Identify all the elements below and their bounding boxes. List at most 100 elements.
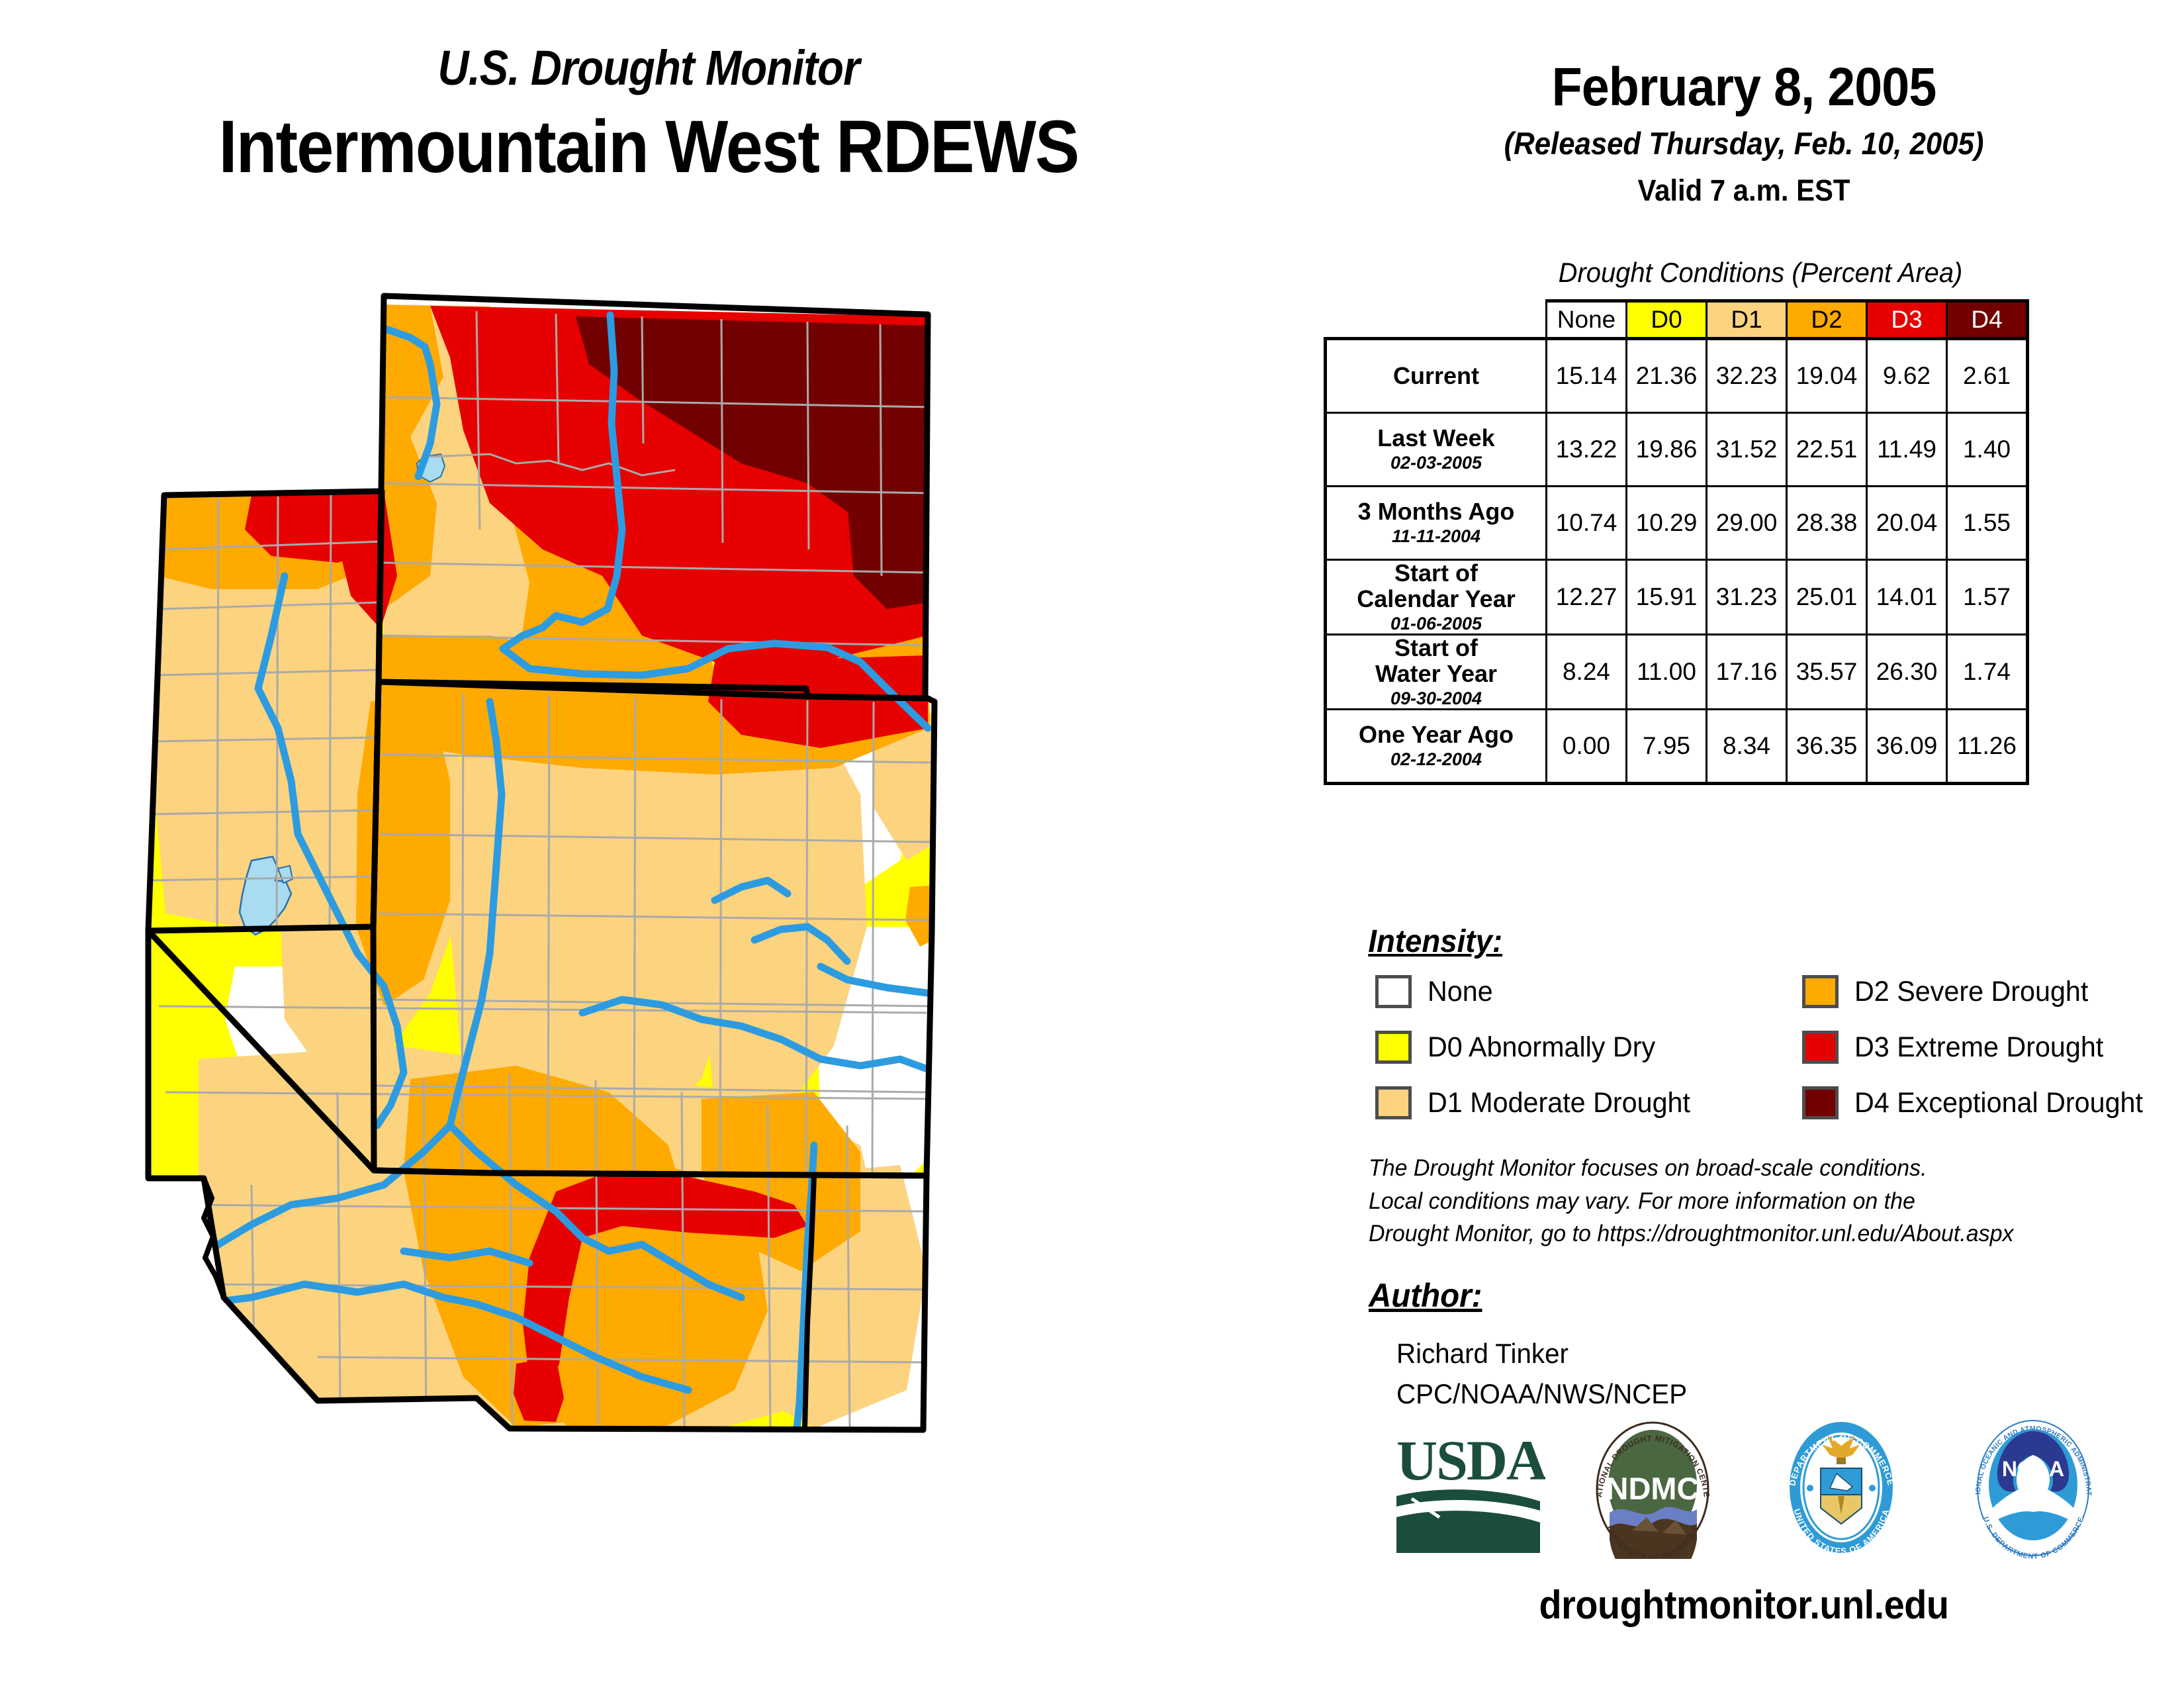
table-row: Start of Calendar Year 01-06-2005 12.27 15.9…: [1324, 559, 2029, 635]
state-boundary-arizona-newmexico: [145, 927, 930, 1433]
row-label-date: 11-11-2004: [1391, 526, 1481, 547]
table-cell-d3: 26.30: [1866, 633, 1948, 710]
table-cell-d2: 36.35: [1786, 708, 1868, 785]
table-body: Current 15.14 21.36 32.23 19.04 9.62 2.61 Last …: [1324, 337, 2029, 785]
svg-text:NDMC: NDMC: [1606, 1471, 1700, 1506]
table-cell-d4: 1.40: [1946, 412, 2029, 487]
title-block: U.S. Drought Monitor Intermountain West …: [0, 40, 1297, 189]
table-row: Last Week 02-03-2005 13.22 19.86 31.52 22.51 1…: [1324, 412, 2029, 487]
ndmc-logo-icon: NDMC NATIONAL DROUGHT MITIGATION CENTER …: [1572, 1409, 1711, 1585]
table-cell-none: 8.24: [1545, 633, 1627, 710]
author-affiliation: CPC/NOAA/NWS/NCEP: [1396, 1378, 1688, 1409]
disclaimer-line: The Drought Monitor focuses on broad-sca…: [1369, 1155, 1927, 1181]
department-of-commerce-logo: DEPARTMENT OF COMMERCE UNITED STATES OF …: [1764, 1417, 1919, 1562]
valid-date: February 8, 2005: [1551, 57, 1937, 117]
table-cell-d1: 31.52: [1706, 412, 1788, 487]
svg-text:NOAA: NOAA: [2002, 1457, 2064, 1481]
table-cell-d0: 19.86: [1625, 412, 1707, 487]
drought-conditions-table: None D0 D1 D2 D3 D4 Current 15.14 21.36 32.23 19.…: [1324, 299, 2029, 785]
row-label-text: One Year Ago: [1358, 721, 1514, 749]
table-cell-d4: 2.61: [1946, 337, 2029, 414]
table-cell-d1: 8.34: [1706, 708, 1788, 785]
table-cell-d3: 20.04: [1866, 485, 1948, 561]
legend-item-d2: D2 Severe Drought: [1802, 973, 2155, 1010]
map-rivers: [188, 311, 933, 1430]
row-label-text: Calendar Year: [1357, 585, 1516, 612]
author-heading: Author:: [1369, 1277, 1482, 1314]
table-cell-d0: 21.36: [1625, 337, 1707, 414]
noaa-logo: NOAA NATIONAL OCEANIC AND ATMOSPHERIC AD…: [1950, 1411, 2115, 1562]
table-cell-d2: 22.51: [1786, 412, 1868, 487]
legend-item-d1: D1 Moderate Drought: [1375, 1084, 1702, 1121]
drought-map[interactable]: [119, 265, 1284, 1622]
drought-map-svg[interactable]: [119, 265, 1284, 1622]
table-cell-d2: 28.38: [1786, 485, 1868, 561]
legend-label: None: [1428, 975, 1493, 1008]
table-cell-d2: 25.01: [1786, 559, 1868, 635]
legend-label: D2 Severe Drought: [1854, 975, 2089, 1008]
legend-label: D0 Abnormally Dry: [1428, 1031, 1656, 1063]
row-label-text: Start of: [1394, 633, 1478, 661]
legend-swatch-icon: [1375, 1086, 1412, 1119]
legend-item-d0: D0 Abnormally Dry: [1375, 1029, 1702, 1066]
table-cell-d1: 31.23: [1706, 559, 1788, 635]
release-date: (Released Thursday, Feb. 10, 2005): [1504, 126, 1984, 161]
table-cell-none: 10.74: [1545, 485, 1627, 561]
table-col-header-d0: D0: [1625, 299, 1707, 340]
legend-item-d3: D3 Extreme Drought: [1802, 1029, 2155, 1066]
usda-logo: USDA: [1393, 1417, 1549, 1562]
table-cell-d2: 19.04: [1786, 337, 1868, 414]
legend-swatch-icon: [1802, 1086, 1839, 1119]
table-header-row: None D0 D1 D2 D3 D4: [1326, 299, 2029, 340]
map-state-boundaries: [145, 293, 938, 1433]
state-boundary-wyoming-colorado: [370, 679, 938, 1179]
table-col-header-d4: D4: [1946, 299, 2029, 340]
footer-url: droughtmonitor.unl.edu: [1539, 1583, 1949, 1627]
table-cell-d0: 15.91: [1625, 559, 1707, 635]
page-title: Intermountain West RDEWS: [218, 105, 1079, 188]
table-cell-d3: 11.49: [1866, 412, 1948, 487]
page-subtitle: U.S. Drought Monitor: [437, 40, 860, 95]
table-corner-cell: [1326, 301, 1547, 339]
legend-swatch-icon: [1802, 1031, 1839, 1064]
valid-time: Valid 7 a.m. EST: [1637, 173, 1850, 207]
legend-label: D1 Moderate Drought: [1428, 1086, 1690, 1119]
row-label-text: Water Year: [1375, 659, 1498, 687]
table-row: 3 Months Ago 11-11-2004 10.74 10.29 29.00 28.…: [1324, 485, 2029, 561]
disclaimer-line: Local conditions may vary. For more info…: [1369, 1188, 1915, 1214]
row-label-text: Last Week: [1377, 424, 1495, 452]
table-cell-none: 12.27: [1545, 559, 1627, 635]
row-label-date: 09-30-2004: [1390, 688, 1482, 708]
ndmc-logo: NDMC NATIONAL DROUGHT MITIGATION CENTER …: [1572, 1409, 1731, 1585]
table-cell-d0: 7.95: [1625, 708, 1707, 785]
author-details: Richard Tinker CPC/NOAA/NWS/NCEP: [1396, 1334, 1687, 1415]
table-row-label: Start of Calendar Year 01-06-2005: [1324, 559, 1547, 635]
table-col-header-none: None: [1545, 299, 1627, 340]
noaa-logo-icon: NOAA NATIONAL OCEANIC AND ATMOSPHERIC AD…: [1950, 1411, 2093, 1561]
agency-logos: USDA NDMC NATIONAL DROUGHT MITIGATION CE…: [1387, 1409, 2134, 1585]
table-cell-none: 13.22: [1545, 412, 1627, 487]
table-cell-d4: 1.74: [1946, 633, 2029, 710]
department-of-commerce-logo-icon: DEPARTMENT OF COMMERCE UNITED STATES OF …: [1787, 1422, 1895, 1556]
table-header: None D0 D1 D2 D3 D4: [1326, 299, 2029, 340]
table-cell-d3: 36.09: [1866, 708, 1948, 785]
state-boundary-az-nm-divider: [802, 1175, 817, 1429]
legend-swatch-icon: [1802, 975, 1839, 1008]
svg-text:USDA: USDA: [1396, 1429, 1545, 1492]
table-row-label: Current: [1324, 337, 1547, 414]
row-label-text: Start of: [1394, 559, 1478, 586]
table-cell-d1: 32.23: [1706, 337, 1788, 414]
usda-logo-icon: USDA: [1396, 1429, 1549, 1553]
table-cell-d4: 1.55: [1946, 485, 2029, 561]
table-cell-d3: 9.62: [1866, 337, 1948, 414]
legend-swatch-icon: [1375, 975, 1412, 1008]
map-drought-layers: [148, 296, 934, 1430]
table-row: Current 15.14 21.36 32.23 19.04 9.62 2.61: [1324, 337, 2029, 414]
table-cell-d3: 14.01: [1866, 559, 1948, 635]
table-cell-d2: 35.57: [1786, 633, 1868, 710]
row-label-date: 02-03-2005: [1390, 453, 1482, 473]
row-label-date: 01-06-2005: [1390, 613, 1482, 633]
table-cell-d1: 29.00: [1706, 485, 1788, 561]
table-cell-d0: 10.29: [1625, 485, 1707, 561]
table-cell-d0: 11.00: [1625, 633, 1707, 710]
